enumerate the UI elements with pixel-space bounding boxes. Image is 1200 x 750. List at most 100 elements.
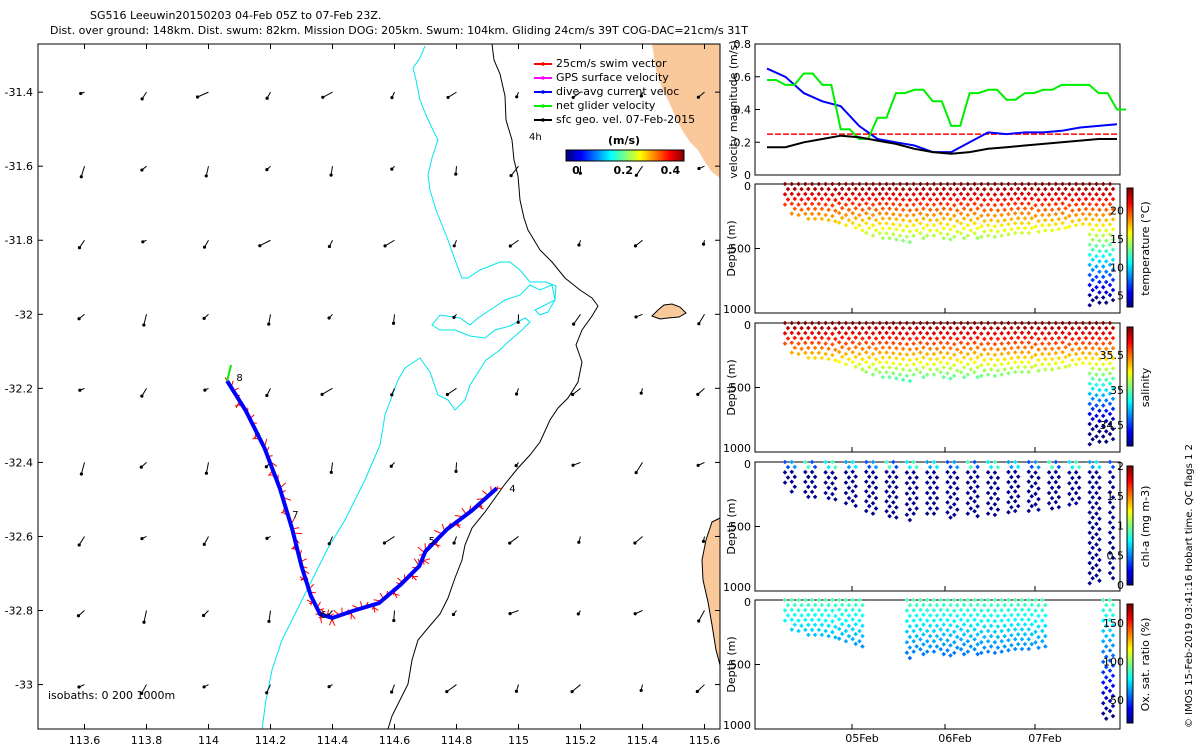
- map-y-tick-label: -32: [15, 308, 33, 321]
- colorbar-swatch: [651, 150, 653, 161]
- section-colorbar-tick-label: 5: [1117, 290, 1124, 303]
- section-data-point: [1097, 290, 1102, 295]
- section-colorbar-swatch: [1127, 415, 1133, 417]
- section-colorbar-swatch: [1127, 214, 1133, 216]
- section-data-point: [823, 470, 828, 475]
- section-colorbar-swatch: [1127, 714, 1133, 716]
- section-data-point: [1107, 381, 1113, 386]
- section-colorbar-swatch: [1127, 534, 1133, 536]
- isobaths: [261, 43, 599, 730]
- section-data-point: [914, 464, 919, 470]
- section-colorbar-swatch: [1127, 342, 1133, 344]
- section-data-point: [1090, 406, 1095, 412]
- section-data-point: [860, 336, 865, 341]
- section-data-point: [1103, 207, 1109, 213]
- section-data-point: [1090, 396, 1095, 402]
- section-colorbar-swatch: [1127, 212, 1133, 214]
- dive-avg-track: [225, 379, 499, 620]
- section-colorbar-swatch: [1127, 719, 1133, 721]
- sfc-geo-vector-head: [140, 691, 144, 695]
- section-data-point: [1107, 500, 1113, 505]
- section-data-point: [850, 626, 855, 632]
- section-data-point: [911, 459, 916, 465]
- section-data-point: [1026, 498, 1032, 504]
- section-y-tick-label: 0: [744, 596, 751, 609]
- section-colorbar-swatch: [1127, 197, 1133, 199]
- section-colorbar-swatch: [1127, 402, 1133, 404]
- section-data-point: [1029, 355, 1035, 360]
- section-data-point: [1110, 653, 1116, 658]
- section-colorbar-swatch: [1127, 327, 1133, 329]
- section-data-point: [952, 363, 957, 368]
- section-colorbar-swatch: [1127, 302, 1133, 304]
- section-data-point: [1026, 469, 1032, 475]
- sfc-geo-vector-head: [446, 95, 450, 100]
- section-data-point: [863, 469, 869, 475]
- section-data-point: [1110, 565, 1116, 571]
- colorbar-swatch: [596, 150, 598, 161]
- section-data-point: [955, 475, 960, 481]
- section-data-point: [965, 351, 971, 357]
- section-data-point: [873, 367, 879, 372]
- section-colorbar-swatch: [1127, 575, 1133, 577]
- section-data-point: [1110, 406, 1116, 412]
- section-colorbar-swatch: [1127, 289, 1133, 291]
- section-data-point: [891, 469, 896, 475]
- colorbar-swatch: [598, 150, 600, 161]
- section-data-point: [1087, 421, 1092, 427]
- section-colorbar-swatch: [1127, 263, 1133, 265]
- sfc-geo-vector-head: [508, 611, 512, 616]
- section-colorbar-swatch: [1127, 701, 1133, 703]
- section-data-point: [1033, 618, 1038, 624]
- section-data-point: [1026, 479, 1032, 484]
- section-data-point: [1026, 181, 1032, 187]
- section-data-point: [975, 365, 980, 370]
- section-data-point: [1067, 459, 1072, 465]
- section-data-point: [1107, 181, 1113, 187]
- section-colorbar-swatch: [1127, 299, 1133, 301]
- section-data-point: [1100, 392, 1106, 398]
- section-data-point: [945, 638, 950, 643]
- section-data-point: [911, 362, 916, 367]
- section-colorbar-swatch: [1127, 287, 1133, 289]
- legend-marker: [541, 104, 545, 108]
- section-data-point: [1107, 431, 1113, 437]
- section-data-point: [1022, 186, 1028, 192]
- section-data-point: [1060, 349, 1065, 355]
- section-data-point: [907, 368, 913, 373]
- velocity-y-tick-label: 0.8: [734, 38, 752, 51]
- section-data-point: [927, 506, 933, 511]
- section-data-point: [1090, 366, 1095, 371]
- colorbar-swatch: [673, 150, 675, 161]
- section-data-point: [1036, 624, 1041, 629]
- section-colorbar-swatch: [1127, 431, 1133, 433]
- section-data-point: [921, 632, 926, 637]
- section-data-point: [1002, 356, 1007, 362]
- section-data-point: [985, 649, 991, 654]
- section-data-point: [846, 336, 852, 341]
- section-data-point: [911, 351, 916, 357]
- section-data-point: [826, 613, 831, 618]
- section-data-point: [985, 372, 991, 377]
- section-data-point: [891, 361, 896, 366]
- section-colorbar-swatch: [1127, 330, 1133, 332]
- section-data-point: [789, 459, 795, 465]
- section-colorbar-swatch: [1127, 361, 1133, 363]
- section-colorbar-swatch: [1127, 404, 1133, 406]
- sfc-geo-vector: [80, 462, 85, 475]
- section-data-point: [1006, 648, 1011, 653]
- section-data-point: [846, 475, 852, 480]
- section-data-point: [887, 335, 892, 341]
- section-data-point: [803, 459, 808, 465]
- section-colorbar-swatch: [1127, 408, 1133, 410]
- section-colorbar-swatch: [1127, 632, 1133, 634]
- colorbar-tick-label: 0.2: [613, 164, 633, 177]
- section-data-point: [927, 495, 933, 501]
- section-colorbar-swatch: [1127, 688, 1133, 690]
- section-data-point: [975, 335, 980, 341]
- section-data-point: [796, 618, 801, 623]
- section-data-point: [972, 637, 977, 642]
- section-data-point: [1090, 345, 1095, 351]
- sfc-geo-vector: [698, 610, 705, 622]
- section-data-point: [904, 650, 910, 656]
